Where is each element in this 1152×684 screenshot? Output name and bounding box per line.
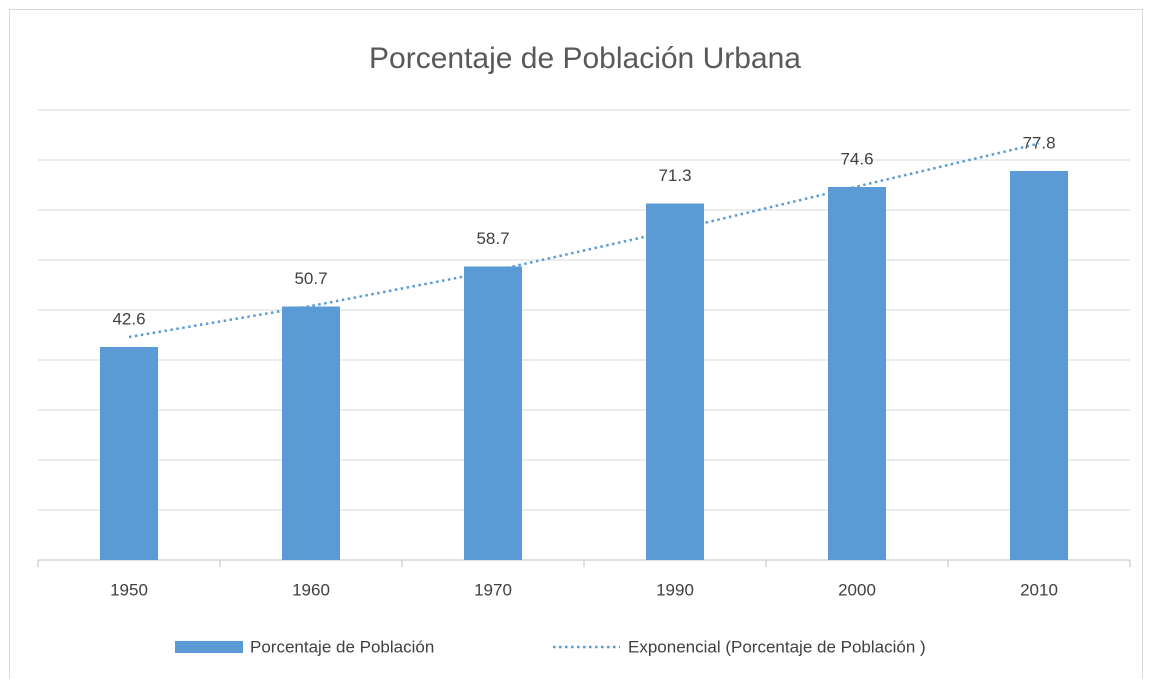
x-tick-label: 1960 (292, 580, 330, 599)
legend-label: Porcentaje de Población (250, 637, 434, 656)
bar (282, 306, 340, 560)
bar (1010, 171, 1068, 560)
x-tick-label: 1990 (656, 580, 694, 599)
x-tick-label: 2010 (1020, 580, 1058, 599)
bar (646, 203, 704, 560)
data-label: 50.7 (294, 269, 327, 288)
bar (828, 187, 886, 560)
legend-label: Exponencial (Porcentaje de Población ) (628, 637, 926, 656)
x-tick-label: 1950 (110, 580, 148, 599)
data-label: 77.8 (1022, 133, 1055, 152)
legend-swatch (175, 641, 243, 653)
chart-frame (9, 9, 1143, 684)
bar (100, 347, 158, 560)
data-label: 42.6 (112, 309, 145, 328)
data-label: 74.6 (840, 149, 873, 168)
x-tick-label: 1970 (474, 580, 512, 599)
chart-title: Porcentaje de Población Urbana (369, 42, 801, 75)
bar (464, 266, 522, 560)
data-label: 71.3 (658, 166, 691, 185)
x-tick-label: 2000 (838, 580, 876, 599)
trendline (128, 142, 1040, 339)
data-label: 58.7 (476, 229, 509, 248)
